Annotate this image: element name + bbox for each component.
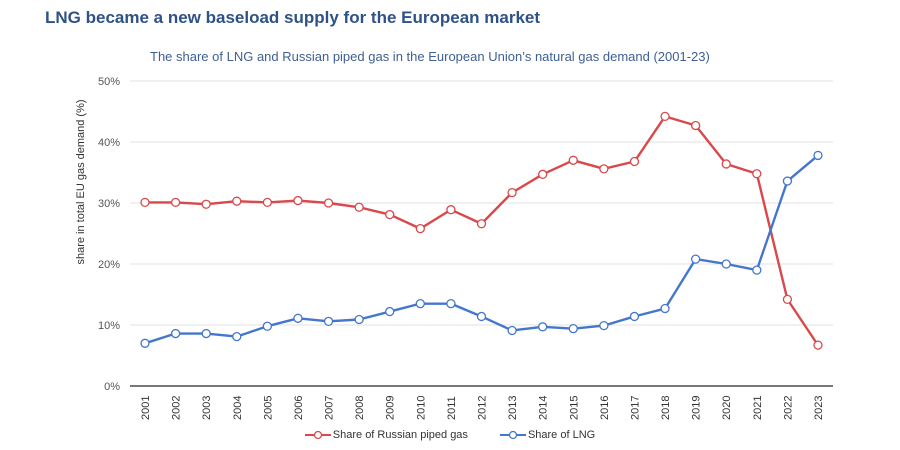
y-tick-label: 20% xyxy=(98,259,120,271)
x-tick-label: 2011 xyxy=(446,396,458,420)
y-tick-label: 40% xyxy=(98,137,120,149)
data-point xyxy=(170,197,181,208)
data-point xyxy=(568,324,578,334)
data-point xyxy=(813,340,823,350)
chart-title: LNG became a new baseload supply for the… xyxy=(45,8,541,27)
x-tick-label: 2008 xyxy=(354,396,366,420)
series-russian xyxy=(140,111,823,350)
data-point xyxy=(354,314,364,325)
x-tick-label: 2001 xyxy=(140,396,152,420)
data-point xyxy=(568,155,578,165)
data-point xyxy=(782,294,793,305)
data-point xyxy=(262,197,273,208)
x-tick-label: 2006 xyxy=(293,396,305,420)
data-point xyxy=(232,196,242,206)
x-tick-label: 2020 xyxy=(721,396,733,420)
legend-label-lng: Share of LNG xyxy=(527,429,596,441)
data-point xyxy=(293,195,303,206)
x-tick-label: 2018 xyxy=(660,396,672,420)
x-axis-ticks: 2001 2002 2003 2004 2005 2006 2007 2008 2009 2010… xyxy=(140,396,825,420)
x-tick-label: 2004 xyxy=(232,396,244,420)
series-lng xyxy=(140,150,823,348)
data-point xyxy=(629,311,640,322)
data-point xyxy=(293,313,303,323)
y-tick-label: 50% xyxy=(98,76,120,88)
legend: Share of Russian piped gas Share of LNG xyxy=(0,429,900,441)
data-point xyxy=(813,150,823,161)
x-tick-label: 2007 xyxy=(324,396,336,420)
x-tick-label: 2009 xyxy=(385,396,397,420)
data-point xyxy=(660,303,670,314)
legend-label-russian: Share of Russian piped gas xyxy=(332,429,468,441)
data-point xyxy=(140,338,150,348)
data-point xyxy=(721,259,731,269)
data-point xyxy=(140,197,150,208)
legend-marker-russian xyxy=(304,430,331,440)
series-line xyxy=(145,115,819,346)
data-point xyxy=(446,205,456,215)
series xyxy=(140,111,823,350)
y-tick-label: 10% xyxy=(98,320,120,332)
legend-item-lng[interactable]: Share of LNG xyxy=(499,429,596,441)
data-point xyxy=(752,265,762,275)
legend-item-russian[interactable]: Share of Russian piped gas xyxy=(304,429,468,441)
x-tick-label: 2012 xyxy=(477,396,489,420)
data-point xyxy=(385,306,395,317)
x-tick-label: 2017 xyxy=(629,396,641,420)
data-point xyxy=(354,202,364,212)
data-point xyxy=(201,328,211,339)
x-tick-label: 2005 xyxy=(262,396,274,420)
data-point xyxy=(415,298,425,309)
x-tick-label: 2002 xyxy=(171,396,183,420)
legend-marker-lng xyxy=(499,430,526,440)
data-point xyxy=(599,320,609,331)
y-tick-label: 0% xyxy=(104,381,120,393)
data-point xyxy=(507,325,517,336)
x-tick-label: 2010 xyxy=(415,396,427,420)
x-tick-label: 2021 xyxy=(752,396,764,420)
x-tick-label: 2003 xyxy=(201,396,213,420)
x-tick-label: 2022 xyxy=(782,396,794,420)
data-point xyxy=(415,223,425,234)
data-point xyxy=(201,199,211,209)
data-point xyxy=(385,209,395,220)
x-tick-label: 2023 xyxy=(813,396,825,420)
data-point xyxy=(782,176,793,186)
data-point xyxy=(323,198,334,208)
x-tick-label: 2015 xyxy=(568,396,580,420)
data-point xyxy=(690,254,701,264)
x-tick-label: 2019 xyxy=(691,396,703,420)
gridlines xyxy=(130,80,833,326)
chart-subtitle: The share of LNG and Russian piped gas i… xyxy=(150,49,710,64)
data-point xyxy=(262,321,273,331)
data-point xyxy=(323,316,334,326)
x-tick-label: 2013 xyxy=(507,396,519,420)
y-tick-label: 30% xyxy=(98,198,120,210)
y-axis-label: share in total EU gas demand (%) xyxy=(75,99,87,264)
data-point xyxy=(476,311,487,322)
data-point xyxy=(507,187,517,198)
data-point xyxy=(538,322,548,332)
data-point xyxy=(660,111,670,122)
x-tick-label: 2014 xyxy=(538,396,550,420)
data-point xyxy=(446,298,456,309)
data-point xyxy=(721,159,731,169)
data-point xyxy=(629,156,640,167)
y-axis-ticks: 0% 10% 20% 30% 40% 50% xyxy=(98,76,120,393)
data-point xyxy=(232,331,242,342)
data-point xyxy=(538,169,548,179)
x-tick-label: 2016 xyxy=(599,396,611,420)
data-point xyxy=(752,169,762,179)
data-point xyxy=(599,164,609,174)
data-point xyxy=(476,219,487,229)
data-point xyxy=(170,328,181,339)
data-point xyxy=(690,120,701,131)
